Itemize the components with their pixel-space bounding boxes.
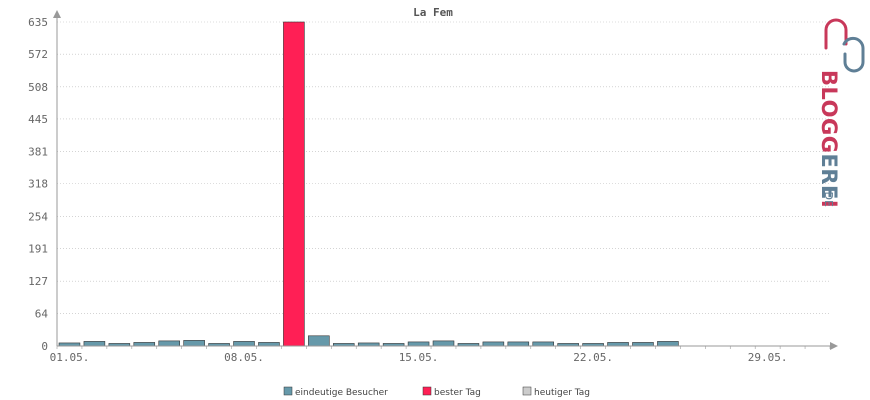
x-tick-label: 29.05. (748, 351, 788, 364)
gridlines (57, 21, 830, 314)
bar (183, 340, 205, 347)
legend-swatch-visitors (283, 386, 293, 396)
bar (233, 341, 255, 347)
y-tick-label: 508 (28, 81, 48, 94)
legend-swatch-today (522, 386, 532, 396)
x-tick-label: 01.05. (50, 351, 90, 364)
legend-label-visitors: eindeutige Besucher (295, 388, 388, 398)
bar (83, 341, 106, 347)
y-tick-label: 0 (41, 340, 48, 353)
bar (308, 335, 330, 347)
logo-link-icon (824, 18, 848, 50)
bar (258, 342, 280, 347)
bar (407, 341, 430, 347)
bar (532, 341, 555, 347)
x-tick-label: 15.05. (399, 351, 439, 364)
y-tick-label: 64 (35, 307, 49, 320)
legend-swatch-best (422, 386, 432, 396)
x-axis-arrow (830, 342, 838, 350)
y-axis-arrow (53, 10, 61, 18)
y-axis-ticks: 0 64 127 191 254 318 381 445 508 572 635 (28, 16, 48, 353)
bar (158, 340, 180, 347)
logo-text: BLOGGEREI (817, 70, 841, 208)
bar (632, 342, 654, 347)
legend: eindeutige Besucher bester Tag heutiger … (283, 386, 590, 398)
x-axis-ticks: 01.05. 08.05. 15.05. 22.05. 29.05. (50, 351, 788, 364)
y-tick-label: 381 (28, 146, 48, 159)
y-tick-label: 127 (28, 275, 48, 288)
bar (482, 341, 505, 347)
legend-label-best: bester Tag (434, 388, 481, 398)
bar-best-day (283, 21, 305, 347)
y-tick-label: 254 (28, 210, 48, 223)
y-tick-label: 191 (28, 243, 48, 256)
axes (53, 10, 838, 350)
y-tick-label: 445 (28, 113, 48, 126)
y-tick-label: 572 (28, 48, 48, 61)
legend-label-today: heutiger Tag (534, 388, 590, 398)
bar (507, 341, 530, 347)
x-tick-label: 22.05. (573, 351, 613, 364)
bar (607, 342, 629, 347)
y-tick-label: 318 (28, 178, 48, 191)
x-tick-label: 08.05. (224, 351, 264, 364)
chart-title: La Fem (413, 6, 453, 19)
logo-suffix: .DE (822, 188, 835, 207)
bar (657, 341, 679, 347)
bloggerei-logo: BLOGGEREI .DE (817, 18, 865, 208)
y-tick-label: 635 (28, 16, 48, 29)
bar (133, 342, 156, 347)
bar (432, 340, 455, 347)
